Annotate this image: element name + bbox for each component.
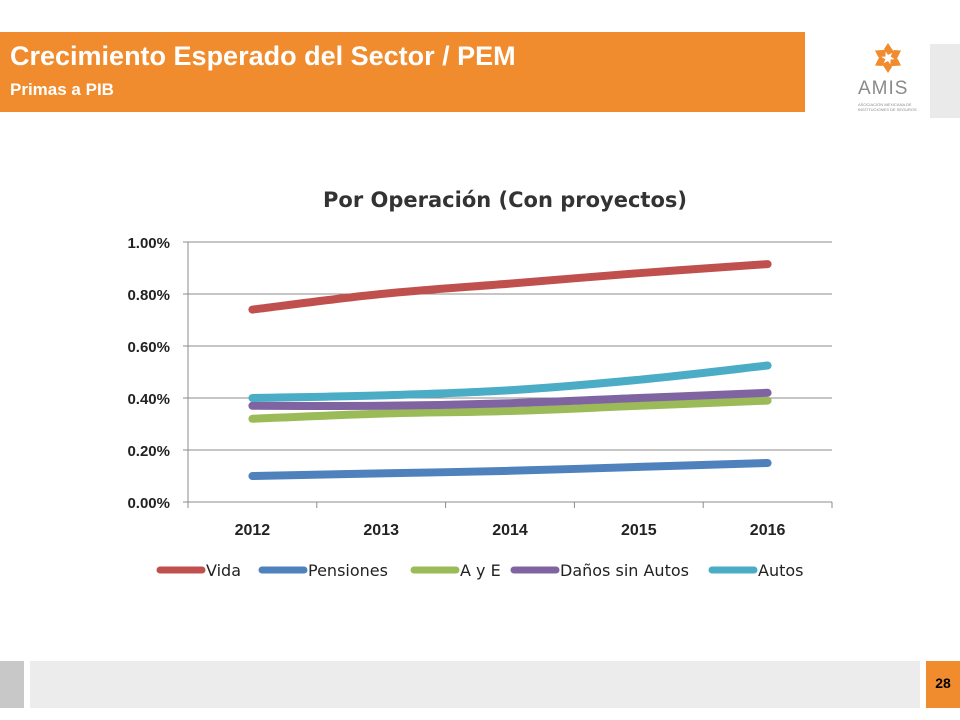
header-banner: Crecimiento Esperado del Sector / PEM Pr… (0, 32, 805, 112)
x-tick-label: 2016 (750, 522, 786, 539)
series-line-vida (248, 260, 772, 314)
amis-logo-mark-icon (875, 43, 901, 73)
series-line-autos (248, 361, 772, 402)
legend-label-pensiones: Pensiones (308, 561, 388, 580)
logo-name: AMIS (858, 78, 909, 99)
y-tick-label: 0.60% (127, 339, 170, 356)
series-line-a-y-e (248, 396, 772, 423)
y-tick-label: 0.80% (127, 287, 170, 304)
page-number-box: 28 (926, 661, 960, 708)
y-tick-label: 0.40% (127, 391, 170, 408)
y-tick-label: 1.00% (127, 235, 170, 252)
page-number: 28 (935, 675, 951, 691)
page-title: Crecimiento Esperado del Sector / PEM (10, 41, 516, 71)
series-line-pensiones (248, 459, 772, 480)
footer-left-tab (0, 661, 24, 708)
y-tick-label: 0.00% (127, 495, 170, 512)
legend-label-vida: Vida (206, 561, 241, 580)
logo-tagline: ASOCIACIÓN MEXICANA DE INSTITUCIONES DE … (858, 102, 917, 112)
x-tick-label: 2013 (363, 522, 399, 539)
chart-title: Por Operación (Con proyectos) (323, 188, 687, 212)
x-tick-label: 2012 (235, 522, 271, 539)
legend-label-a-y-e: A y E (460, 561, 501, 580)
series-line-danos-sin-autos (248, 388, 772, 411)
right-side-tab (930, 44, 960, 118)
amis-logo: AMIS ASOCIACIÓN MEXICANA DE INSTITUCIONE… (850, 40, 928, 122)
legend-label-danos-sin-autos: Daños sin Autos (560, 561, 689, 580)
legend-label-autos: Autos (758, 561, 803, 580)
x-tick-label: 2015 (621, 522, 657, 539)
footer-bar (30, 661, 920, 708)
y-tick-label: 0.20% (127, 443, 170, 460)
page-subtitle: Primas a PIB (10, 80, 114, 99)
x-tick-label: 2014 (492, 522, 528, 539)
